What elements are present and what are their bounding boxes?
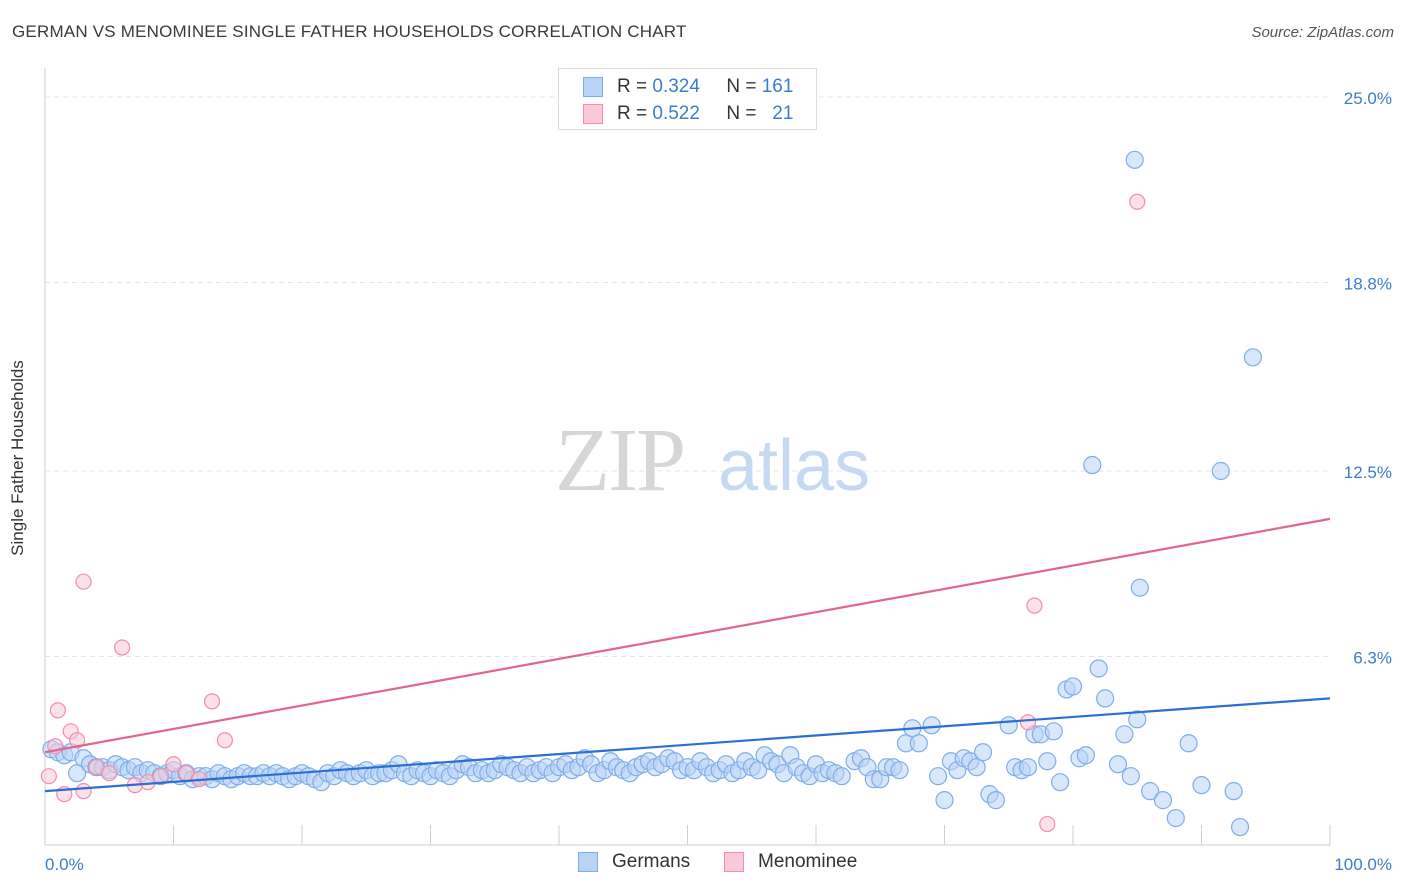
legend-swatch-blue xyxy=(583,77,603,97)
legend-row-text: R = 0.324 N = 161 xyxy=(617,76,793,98)
r-value: 0.324 xyxy=(652,76,700,97)
german-point xyxy=(1051,773,1070,792)
german-point xyxy=(749,761,768,780)
menominee-point xyxy=(75,573,92,590)
menominee-point xyxy=(101,765,118,782)
menominee-point xyxy=(216,732,233,749)
x-tick-label-max: 100.0% xyxy=(1334,855,1392,874)
german-point xyxy=(1224,782,1243,801)
menominee-point xyxy=(203,693,221,710)
german-point xyxy=(928,767,948,786)
legend-swatch-blue xyxy=(578,852,598,872)
n-label: N = xyxy=(726,103,757,124)
german-point xyxy=(1125,150,1144,169)
legend-item-germans: Germans xyxy=(578,851,690,873)
legend-row-text: R = 0.522 N = 21 xyxy=(617,103,793,125)
watermark-zip: ZIP xyxy=(555,411,684,510)
german-point xyxy=(832,767,851,786)
german-point xyxy=(1179,734,1198,753)
german-point xyxy=(1121,767,1140,786)
german-point xyxy=(1128,710,1147,729)
chart-title: GERMAN VS MENOMINEE SINGLE FATHER HOUSEH… xyxy=(12,22,687,41)
german-point xyxy=(1115,725,1134,744)
german-point xyxy=(1096,689,1115,708)
german-point xyxy=(922,716,941,735)
german-point xyxy=(1166,808,1185,828)
menominee-point xyxy=(1129,193,1146,210)
legend-label-menominee: Menominee xyxy=(758,851,858,872)
german-point xyxy=(935,791,954,810)
german-point xyxy=(1018,758,1038,777)
source-label: Source: ZipAtlas.com xyxy=(1251,24,1394,41)
german-point xyxy=(890,761,909,780)
y-tick-label: 12.5% xyxy=(1344,463,1392,482)
menominee-point xyxy=(69,732,86,749)
german-point xyxy=(68,764,87,783)
menominee-point xyxy=(1026,597,1043,614)
x-tick-label-min: 0.0% xyxy=(45,855,84,874)
r-value: 0.522 xyxy=(652,103,700,124)
y-tick-label: 25.0% xyxy=(1344,89,1392,108)
menominee-point xyxy=(165,756,182,773)
r-label: R = xyxy=(617,76,648,97)
correlation-legend: R = 0.324 N = 161 R = 0.522 N = 21 xyxy=(558,68,817,130)
n-value: 161 xyxy=(761,76,794,97)
german-point xyxy=(1108,755,1128,774)
legend-swatch-pink xyxy=(583,104,603,124)
y-tick-label: 18.8% xyxy=(1344,275,1392,294)
german-point xyxy=(1192,776,1211,795)
german-point xyxy=(1063,677,1083,696)
german-point xyxy=(1211,461,1230,481)
legend-item-menominee: Menominee xyxy=(724,851,857,873)
german-point xyxy=(1038,752,1057,771)
menominee-point xyxy=(49,702,66,719)
german-point xyxy=(1243,348,1263,367)
legend-swatch-pink xyxy=(724,852,744,872)
menominee-point xyxy=(1039,815,1056,833)
n-label: N = xyxy=(726,76,757,97)
y-tick-label: 6.3% xyxy=(1353,649,1392,668)
german-point xyxy=(967,758,986,777)
german-trend-line xyxy=(44,697,1331,793)
menominee-point xyxy=(40,768,57,785)
legend-label-germans: Germans xyxy=(612,851,691,872)
watermark-atlas: atlas xyxy=(718,426,870,506)
german-point xyxy=(1130,578,1149,597)
r-label: R = xyxy=(617,103,648,124)
german-point xyxy=(999,716,1018,735)
menominee-point xyxy=(1019,714,1037,731)
menominee-trend-line xyxy=(44,517,1331,754)
series-legend: Germans Menominee xyxy=(0,851,1406,877)
german-point xyxy=(1153,791,1173,810)
german-point xyxy=(1089,659,1108,678)
german-point xyxy=(909,734,928,753)
german-point xyxy=(973,743,993,762)
german-point xyxy=(1140,782,1160,801)
german-point xyxy=(986,791,1006,810)
menominee-point xyxy=(75,783,92,800)
german-point xyxy=(1076,746,1095,765)
menominee-point xyxy=(113,639,131,656)
n-value: 21 xyxy=(772,103,794,124)
german-point xyxy=(1230,817,1250,837)
german-point xyxy=(1083,455,1102,475)
german-point xyxy=(1044,722,1063,741)
